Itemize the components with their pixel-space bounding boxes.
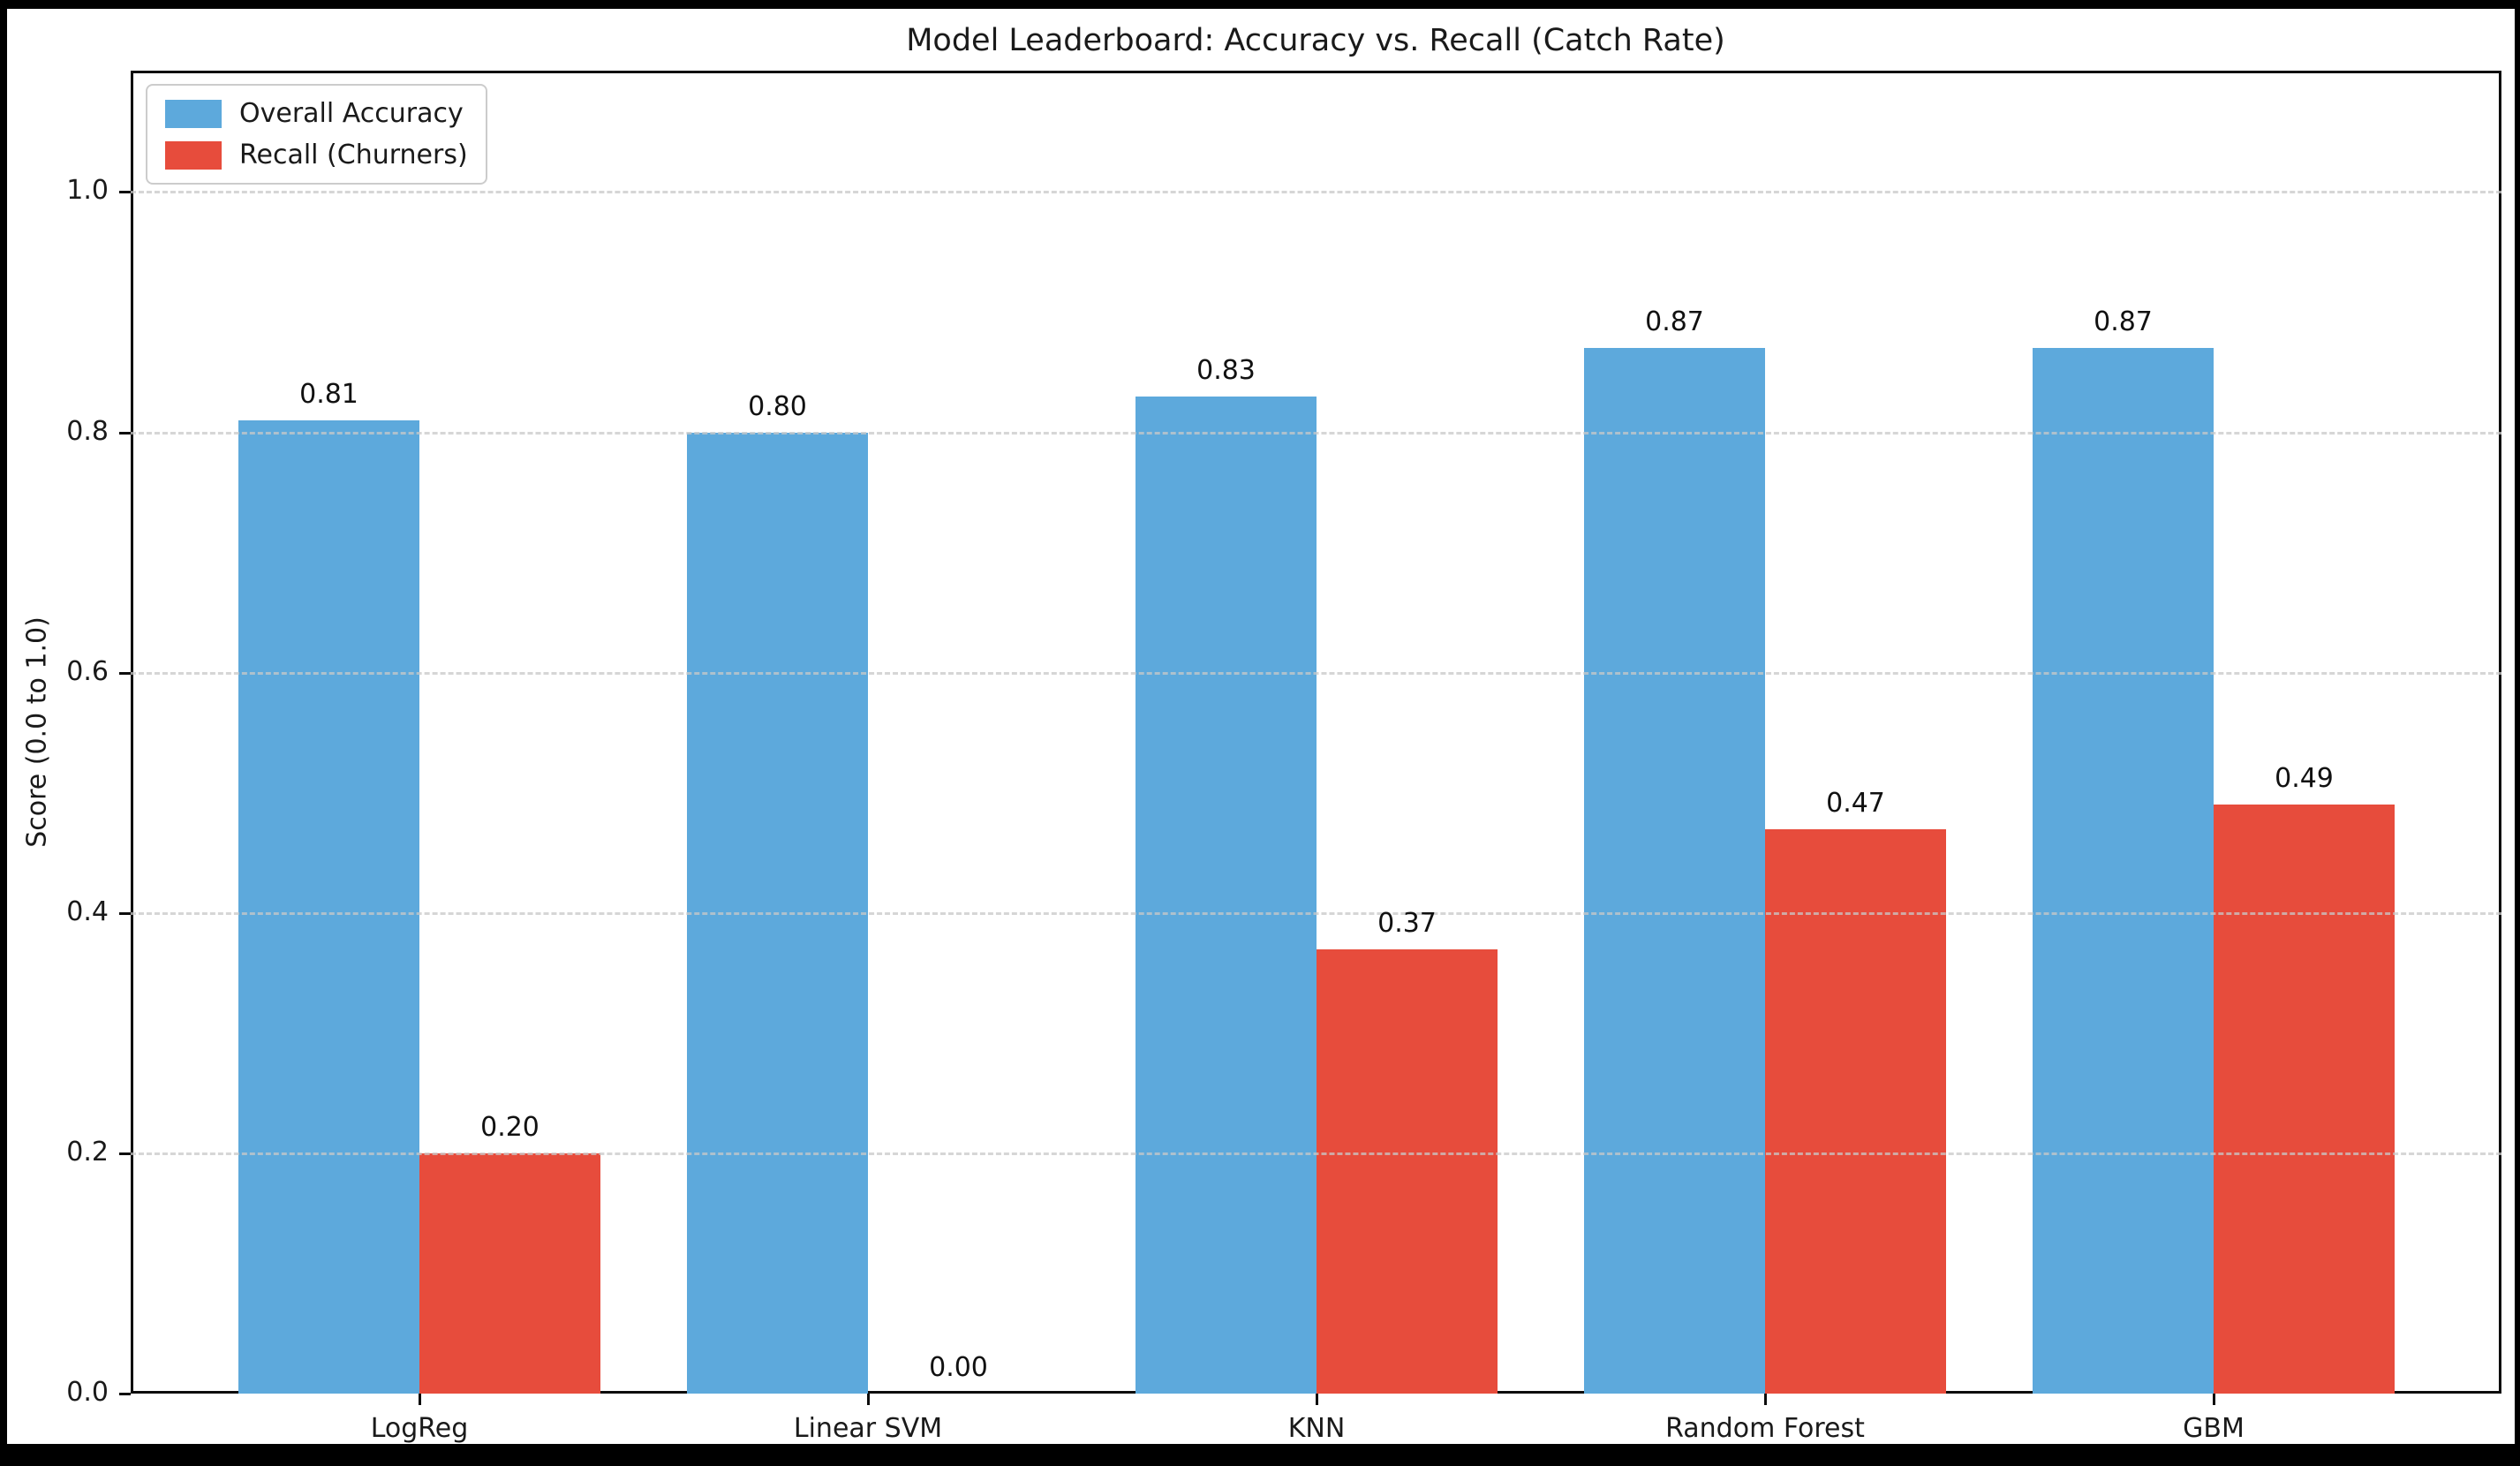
bar-value-label: 0.87: [2094, 306, 2153, 338]
x-tick-label-knn: KNN: [1287, 1413, 1346, 1444]
bar-value-label: 0.37: [1377, 907, 1437, 939]
y-gridline: [131, 671, 2501, 675]
x-tick-mark: [2213, 1394, 2215, 1405]
y-tick-label: 0.8: [66, 415, 109, 447]
chart-title: Model Leaderboard: Accuracy vs. Recall (…: [906, 23, 1725, 58]
x-tick-label-gbm: GBM: [2183, 1413, 2245, 1444]
y-gridline: [131, 431, 2501, 435]
x-tick-mark: [419, 1394, 421, 1405]
bar-value-label: 0.49: [2275, 763, 2334, 795]
y-gridline: [131, 911, 2501, 915]
bar-value-label: 0.47: [1826, 787, 1885, 819]
legend-item-recall: Recall (Churners): [165, 140, 468, 170]
y-tick-mark: [119, 1393, 131, 1395]
legend-label-accuracy: Overall Accuracy: [239, 98, 464, 129]
x-tick-label-random-forest: Random Forest: [1665, 1413, 1865, 1444]
matplotlib-figure: Model Leaderboard: Accuracy vs. Recall (…: [7, 9, 2515, 1444]
legend-label-recall: Recall (Churners): [239, 140, 468, 170]
x-tick-mark: [867, 1394, 870, 1405]
y-tick-mark: [119, 191, 131, 194]
y-tick-mark: [119, 1152, 131, 1155]
x-tick-mark: [1316, 1394, 1318, 1405]
y-gridline: [131, 191, 2501, 194]
bar-overall-accuracy-logreg: [238, 419, 419, 1394]
bar-overall-accuracy-gbm: [2033, 348, 2214, 1394]
x-tick-label-logreg: LogReg: [370, 1413, 469, 1444]
recall-swatch-icon: [165, 140, 222, 170]
y-tick-label: 0.4: [66, 895, 109, 927]
bar-value-label: 0.80: [748, 390, 807, 422]
bar-overall-accuracy-random-forest: [1584, 348, 1765, 1394]
bar-value-label: 0.83: [1196, 354, 1256, 386]
bar-recall-churners--knn: [1317, 948, 1498, 1394]
bar-recall-churners--logreg: [419, 1152, 600, 1394]
legend: Overall Accuracy Recall (Churners): [146, 84, 487, 185]
y-tick-mark: [119, 431, 131, 435]
y-tick-label: 0.2: [66, 1136, 109, 1168]
y-tick-mark: [119, 911, 131, 915]
y-gridline: [131, 1152, 2501, 1155]
x-tick-mark: [1764, 1394, 1767, 1405]
bar-value-label: 0.20: [480, 1111, 539, 1143]
bar-value-label: 0.87: [1645, 306, 1704, 338]
y-tick-mark: [119, 671, 131, 675]
bar-recall-churners--gbm: [2214, 805, 2395, 1394]
y-tick-label: 0.0: [66, 1377, 109, 1408]
y-axis-label: Score (0.0 to 1.0): [21, 616, 53, 848]
y-tick-label: 1.0: [66, 175, 109, 207]
bar-value-label: 0.81: [299, 378, 358, 410]
bar-overall-accuracy-knn: [1136, 396, 1317, 1394]
bar-recall-churners--random-forest: [1765, 828, 1946, 1394]
y-tick-label: 0.6: [66, 655, 109, 687]
bar-value-label: 0.00: [929, 1352, 988, 1383]
accuracy-swatch-icon: [165, 99, 222, 128]
legend-item-accuracy: Overall Accuracy: [165, 98, 468, 129]
x-tick-label-linear-svm: Linear SVM: [793, 1413, 943, 1444]
